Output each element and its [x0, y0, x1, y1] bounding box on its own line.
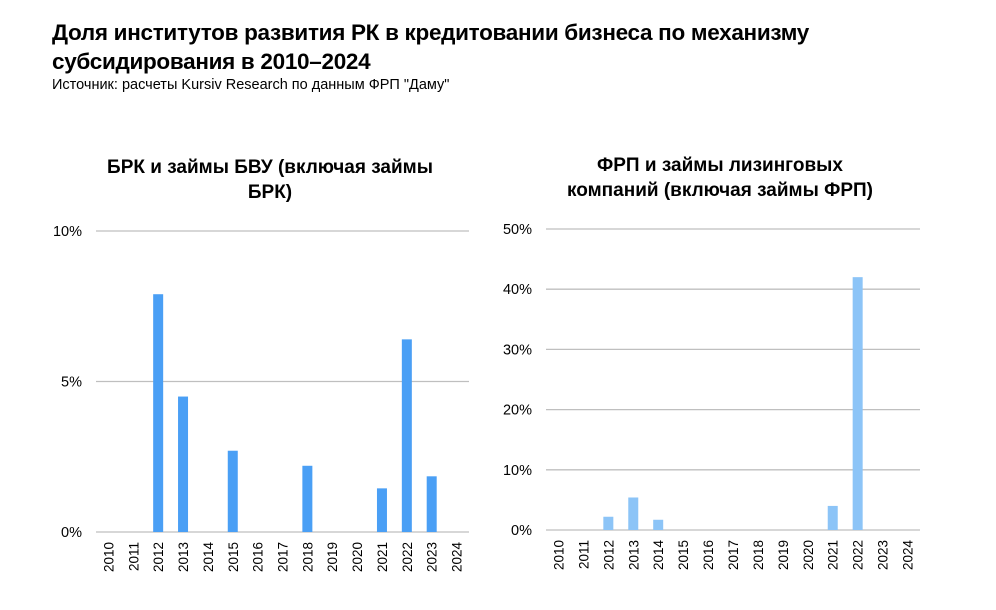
left-chart-bar-2023 — [426, 476, 437, 532]
right-chart-title-line1: ФРП и займы лизинговых — [597, 155, 843, 176]
right-chart-y-tick-label: 0% — [511, 523, 532, 539]
left-chart-x-tick-label: 2012 — [151, 542, 166, 572]
right-chart-x-tick-label: 2016 — [701, 540, 716, 570]
right-chart-x-tick-label: 2013 — [626, 540, 641, 570]
right-chart-bar-2014 — [653, 519, 664, 530]
page-title-line1: Доля институтов развития РК в кредитован… — [52, 20, 809, 45]
right-chart-y-tick-label: 10% — [503, 463, 532, 479]
left-chart-x-tick-label: 2021 — [375, 542, 390, 572]
right-chart-y-tick-label: 30% — [503, 342, 532, 358]
left-chart-x-tick-label: 2019 — [325, 542, 340, 572]
left-chart-x-tick-label: 2018 — [300, 542, 315, 572]
left-chart-bar-2012 — [153, 294, 164, 532]
right-chart-x-tick-label: 2020 — [801, 540, 816, 570]
left-chart-bar-2022 — [401, 339, 412, 532]
left-chart-y-tick-label: 5% — [61, 375, 82, 391]
right-chart-x-tick-label: 2023 — [876, 540, 891, 570]
right-chart-x-tick-label: 2017 — [726, 540, 741, 570]
left-chart-x-tick-label: 2013 — [176, 542, 191, 572]
left-chart-bar-2018 — [302, 465, 313, 532]
left-chart-y-tick-label: 0% — [61, 525, 82, 541]
left-chart-x-tick-label: 2015 — [226, 542, 241, 572]
right-chart-bar-2013 — [628, 497, 639, 530]
right-chart-x-tick-label: 2024 — [901, 540, 916, 571]
left-chart-title-line1: БРК и займы БВУ (включая займы — [107, 157, 433, 178]
right-chart-bar-2022 — [852, 277, 863, 530]
right-chart-x-tick-label: 2019 — [776, 540, 791, 570]
left-chart-x-tick-label: 2022 — [400, 542, 415, 572]
left-chart-x-tick-label: 2014 — [201, 542, 216, 573]
right-chart-x-tick-label: 2012 — [601, 540, 616, 570]
right-chart-x-tick-label: 2022 — [851, 540, 866, 570]
right-chart-y-tick-label: 50% — [503, 222, 532, 238]
left-chart-title-line2: БРК) — [247, 182, 293, 203]
right-chart-x-tick-label: 2014 — [651, 540, 666, 571]
right-chart-x-tick-label: 2021 — [826, 540, 841, 570]
left-chart-bar-2015 — [227, 450, 238, 532]
header: Доля институтов развития РК в кредитован… — [52, 18, 952, 94]
left-chart-x-tick-label: 2016 — [251, 542, 266, 572]
left-chart-x-tick-label: 2020 — [350, 542, 365, 572]
right-chart-x-tick-label: 2018 — [751, 540, 766, 570]
right-chart-title-line2: компаний (включая займы ФРП) — [567, 180, 873, 201]
source-note: Источник: расчеты Kursiv Research по дан… — [52, 77, 450, 93]
right-chart-bar-2021 — [827, 505, 838, 530]
page-title-line2: субсидирования в 2010–2024 — [52, 49, 371, 74]
left-chart-x-tick-label: 2011 — [126, 542, 141, 571]
page-title: Доля институтов развития РК в кредитован… — [52, 18, 952, 76]
left-chart-y-tick-label: 10% — [53, 224, 82, 240]
left-chart-x-tick-label: 2017 — [276, 542, 291, 572]
right-chart-title: ФРП и займы лизинговых компаний (включая… — [525, 153, 915, 203]
left-chart-x-tick-label: 2010 — [101, 542, 116, 572]
right-chart-y-tick-label: 40% — [503, 282, 532, 298]
left-chart-bar-2013 — [178, 396, 189, 532]
right-chart-x-tick-label: 2010 — [551, 540, 566, 570]
right-chart-y-tick-label: 20% — [503, 403, 532, 419]
left-chart-title: БРК и займы БВУ (включая займы БРК) — [80, 155, 460, 205]
right-chart-bar-2012 — [603, 516, 614, 530]
right-chart-x-tick-label: 2015 — [676, 540, 691, 570]
left-chart-x-tick-label: 2023 — [425, 542, 440, 572]
left-chart-x-tick-label: 2024 — [450, 542, 465, 573]
left-chart-bar-2021 — [376, 488, 387, 532]
right-chart-x-tick-label: 2011 — [576, 540, 591, 569]
